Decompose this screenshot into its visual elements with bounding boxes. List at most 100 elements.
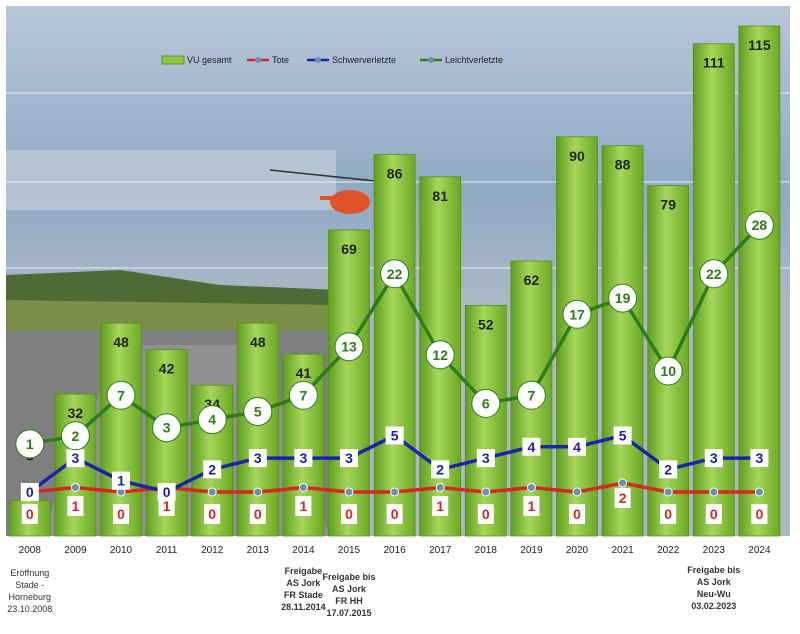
bar-value-label: 69 [341, 241, 357, 257]
label-box-Tote [660, 504, 677, 524]
x-tick-label: 2021 [611, 545, 634, 556]
annotations: Eröffnung Stade - Horneburg 23.10.2008 Freig… [7, 565, 740, 618]
x-tick-label: 2012 [201, 545, 224, 556]
point-Leichtverletzte [152, 413, 182, 443]
point-Schwerverletzte [294, 449, 313, 468]
data-label-Leichtverletzte: 28 [752, 217, 768, 233]
x-tick-label: 2009 [64, 545, 87, 556]
point-Tote [618, 478, 628, 488]
point-Leichtverletzte [243, 397, 273, 426]
data-label-Leichtverletzte: 4 [208, 412, 216, 428]
point-Schwerverletzte [340, 449, 358, 468]
bar-2013 [236, 322, 279, 537]
data-label-Schwerverletzte: 3 [72, 450, 80, 466]
annotation-line: 17.07.2015 [326, 608, 371, 618]
data-label-Leichtverletzte: 13 [341, 339, 357, 355]
data-label-Schwerverletzte: 2 [664, 461, 672, 477]
data-label-Leichtverletzte: 19 [615, 290, 631, 306]
point-Schwerverletzte [568, 437, 586, 456]
data-label-Tote: 0 [573, 506, 581, 522]
point-Leichtverletzte [608, 283, 638, 313]
data-label-Leichtverletzte: 7 [528, 387, 536, 403]
point-Leichtverletzte [653, 356, 683, 386]
point-Leichtverletzte [562, 299, 592, 329]
point-Tote [526, 483, 536, 492]
label-box-Tote [341, 504, 357, 524]
data-label-Tote: 0 [391, 506, 399, 522]
bar-2021 [601, 145, 644, 537]
data-label-Schwerverletzte: 3 [300, 450, 308, 466]
annotation-line: Neu-Wu [697, 589, 731, 599]
data-label-Tote: 0 [664, 506, 672, 522]
x-tick-label: 2024 [748, 545, 771, 556]
data-label-Tote: 0 [254, 506, 262, 522]
legend: VU gesamt Tote Schwerverletzte Leichtverlet… [161, 55, 503, 65]
point-Tote [344, 487, 354, 497]
data-label-Schwerverletzte: 5 [619, 428, 627, 444]
point-Tote [390, 487, 400, 497]
data-label-Leichtverletzte: 6 [482, 395, 490, 411]
legend-swatch-VU gesamt [161, 55, 185, 65]
data-label-Schwerverletzte: 0 [163, 484, 171, 500]
data-label-Tote: 0 [345, 506, 353, 522]
data-label-Tote: 0 [208, 506, 216, 522]
point-Schwerverletzte [203, 460, 222, 479]
legend-marker-Schwerverletzte [315, 57, 321, 63]
label-box-Tote [67, 496, 84, 516]
annotation-line: 28.11.2014 [281, 602, 326, 612]
annotation-line: Eröffnung [10, 568, 49, 578]
label-box-Tote [614, 488, 631, 508]
data-label-Tote: 0 [482, 506, 490, 522]
data-label-Leichtverletzte: 17 [569, 306, 585, 322]
data-label-Leichtverletzte: 7 [300, 387, 308, 403]
bar-value-label: 32 [68, 405, 84, 421]
legend-label: Leichtverletzte [445, 55, 503, 65]
point-Leichtverletzte [425, 340, 455, 370]
data-label-Schwerverletzte: 3 [345, 450, 353, 466]
bar-2015 [328, 229, 370, 537]
data-label-Leichtverletzte: 22 [387, 266, 403, 282]
bar-value-label: 79 [660, 197, 676, 213]
point-Leichtverletzte [516, 380, 546, 410]
x-tick-label: 2018 [475, 545, 498, 556]
point-Schwerverletzte [750, 449, 769, 468]
label-box-Tote [113, 504, 129, 524]
point-Schwerverletzte [20, 483, 39, 501]
annotation-line: AS Jork [697, 577, 732, 587]
point-Leichtverletzte [106, 380, 136, 410]
x-tick-label: 2016 [383, 545, 406, 556]
point-Schwerverletzte [157, 483, 176, 501]
data-label-Leichtverletzte: 10 [660, 363, 676, 379]
point-Tote [481, 487, 491, 497]
x-tick-label: 2015 [338, 545, 361, 556]
point-Leichtverletzte [744, 210, 774, 240]
data-label-Tote: 0 [117, 506, 125, 522]
point-Schwerverletzte [476, 449, 495, 468]
point-Tote [709, 487, 719, 497]
annotation-line: Horneburg [9, 592, 52, 602]
point-Tote [253, 487, 263, 497]
point-Schwerverletzte [385, 426, 404, 445]
data-label-Tote: 0 [756, 506, 764, 522]
data-label-Schwerverletzte: 0 [26, 484, 34, 500]
annotation-line: Freigabe [285, 566, 323, 576]
point-Tote [298, 483, 308, 492]
x-tick-label: 2017 [429, 545, 452, 556]
data-label-Tote: 1 [528, 498, 536, 514]
data-label-Schwerverletzte: 4 [528, 439, 536, 455]
data-label-Tote: 1 [436, 498, 444, 514]
bar-value-label: 115 [748, 37, 771, 53]
legend-label: VU gesamt [187, 55, 232, 65]
annotation-line: AS Jork [286, 578, 321, 588]
x-tick-label: 2022 [657, 545, 680, 556]
bar-value-label: 62 [524, 272, 540, 288]
data-label-Schwerverletzte: 1 [117, 473, 125, 489]
x-tick-label: 2023 [703, 545, 726, 556]
data-label-Schwerverletzte: 3 [756, 450, 764, 466]
legend-label: Schwerverletzte [332, 55, 396, 65]
point-Leichtverletzte [699, 259, 729, 289]
data-label-Leichtverletzte: 12 [432, 347, 448, 363]
annotation-line: Stade - [15, 580, 44, 590]
annotation-line: FR Stade [284, 590, 323, 600]
